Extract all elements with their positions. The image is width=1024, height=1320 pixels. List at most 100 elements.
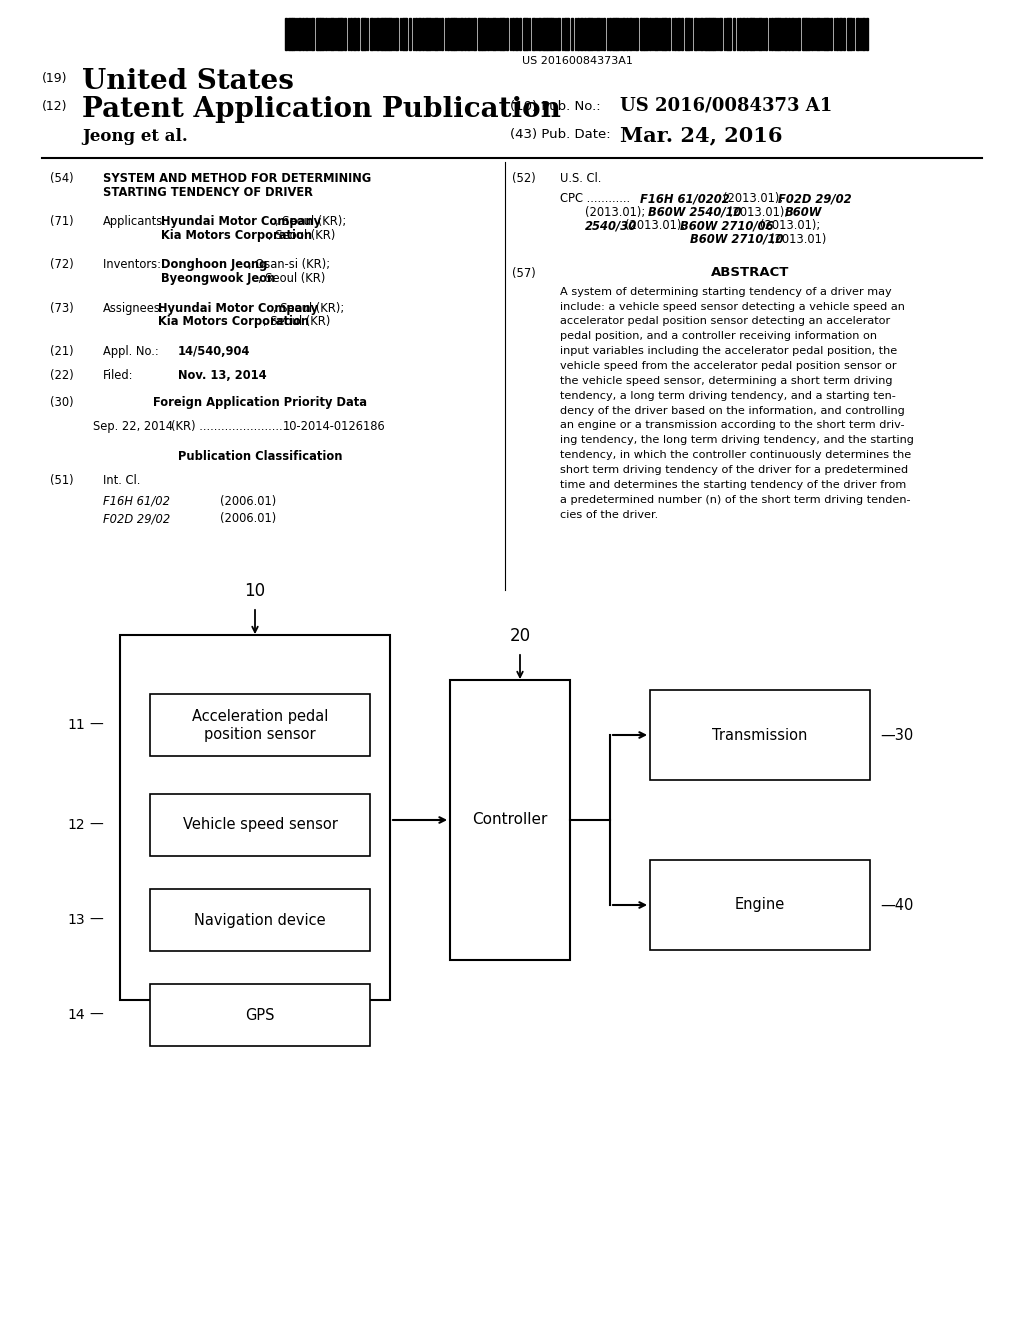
Bar [329,18,330,50]
Bar [465,18,466,50]
Text: 12: 12 [68,818,85,832]
Text: 14/540,904: 14/540,904 [178,345,251,358]
Bar [564,18,567,50]
Bar [584,18,586,50]
Text: (73): (73) [50,301,74,314]
Bar [473,18,476,50]
Bar [344,18,346,50]
Bar [455,18,457,50]
Bar [335,18,336,50]
Text: Byeongwook Jeon: Byeongwook Jeon [161,272,275,285]
Bar [821,18,822,50]
Bar [499,18,503,50]
Bar [450,18,454,50]
Bar [368,18,369,50]
Bar [376,18,379,50]
Bar [596,18,600,50]
Text: F02D 29/02: F02D 29/02 [103,512,170,525]
Text: F02D 29/02: F02D 29/02 [778,193,852,205]
Bar [380,18,382,50]
Bar [752,18,755,50]
Bar [471,18,472,50]
Bar [636,18,638,50]
Bar [350,18,352,50]
Bar [589,18,593,50]
Text: Inventors:: Inventors: [103,259,165,272]
Bar [519,18,521,50]
Bar [504,18,505,50]
Bar [150,795,370,855]
Text: —: — [89,913,103,927]
Text: 10-2014-0126186: 10-2014-0126186 [283,420,386,433]
Text: (2013.01): (2013.01) [770,232,826,246]
Bar [382,18,385,50]
Bar [798,18,800,50]
Text: (2013.01);: (2013.01); [723,193,783,205]
Bar [823,18,826,50]
Bar [460,18,463,50]
Bar [654,18,657,50]
Text: —: — [89,818,103,832]
Bar [568,18,569,50]
Text: (2013.01);: (2013.01); [728,206,788,219]
Bar [668,18,670,50]
Bar [357,18,359,50]
Bar [479,18,482,50]
Bar [741,18,745,50]
Bar [120,635,390,1001]
Bar [795,18,797,50]
Bar [418,18,421,50]
Bar [497,18,498,50]
Bar [441,18,443,50]
Text: Appl. No.:: Appl. No.: [103,345,159,358]
Bar [515,18,518,50]
Text: (22): (22) [50,370,74,381]
Text: tendency, in which the controller continuously determines the: tendency, in which the controller contin… [560,450,911,461]
Bar [814,18,815,50]
Text: (72): (72) [50,259,74,272]
Text: Kia Motors Corporation: Kia Motors Corporation [158,315,309,329]
Bar [804,18,806,50]
Text: (2013.01);: (2013.01); [760,219,820,232]
Bar [425,18,427,50]
Text: B60W 2710/06: B60W 2710/06 [680,219,773,232]
Bar [674,18,676,50]
Bar [506,18,508,50]
Bar [759,18,762,50]
Text: (2013.01);: (2013.01); [585,206,645,219]
Bar [732,18,735,50]
Text: Int. Cl.: Int. Cl. [103,474,140,487]
Bar [866,18,867,50]
Text: (52): (52) [512,172,536,185]
Bar [588,18,589,50]
Text: B60W: B60W [785,206,822,219]
Bar [531,18,536,50]
Bar [561,18,563,50]
Bar [658,18,660,50]
Bar [629,18,633,50]
Bar [781,18,783,50]
Text: Filed:: Filed: [103,370,133,381]
Bar [783,18,787,50]
Bar [150,983,370,1045]
Text: 13: 13 [68,913,85,927]
Bar [672,18,673,50]
Text: , Seoul (KR): , Seoul (KR) [263,315,331,329]
Bar [677,18,680,50]
Text: a predetermined number (n) of the short term driving tenden-: a predetermined number (n) of the short … [560,495,910,504]
Text: time and determines the starting tendency of the driver from: time and determines the starting tendenc… [560,479,906,490]
Bar [298,18,301,50]
Text: STARTING TENDENCY OF DRIVER: STARTING TENDENCY OF DRIVER [103,186,313,198]
Text: , Seoul (KR): , Seoul (KR) [258,272,326,285]
Bar [543,18,544,50]
Text: A system of determining starting tendency of a driver may: A system of determining starting tendenc… [560,286,892,297]
Text: F16H 61/02: F16H 61/02 [103,495,170,508]
Text: (KR) ........................: (KR) ........................ [171,420,287,433]
Bar [315,18,316,50]
Bar [555,18,556,50]
Bar [150,694,370,756]
Bar [641,18,644,50]
Bar [393,18,394,50]
Bar [432,18,433,50]
Bar [512,18,514,50]
